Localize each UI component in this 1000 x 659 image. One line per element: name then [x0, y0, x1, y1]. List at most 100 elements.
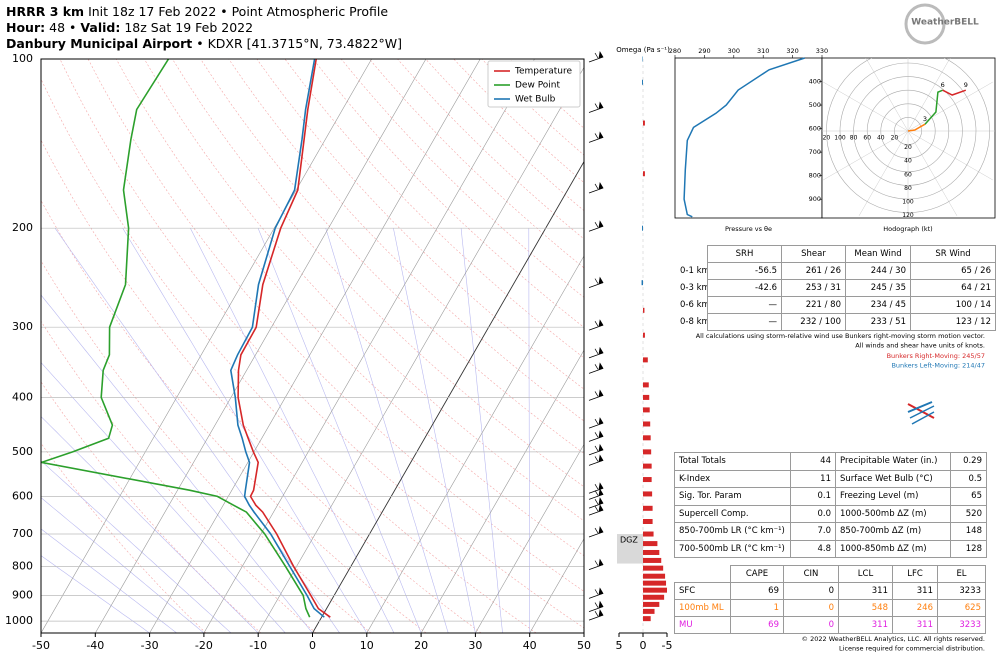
ring-label: 80 [850, 135, 858, 142]
moist-adiabat [190, 228, 395, 633]
table-cell: 246 [892, 599, 938, 617]
y-tick-label: 600 [12, 489, 33, 502]
table-cell: 123 / 12 [910, 313, 996, 331]
icon-line [909, 405, 935, 419]
wind-barb-flag [594, 558, 604, 567]
hodo-trace [942, 89, 967, 96]
table-cell: 11 [790, 469, 836, 488]
y-tick-label: 1000 [5, 614, 33, 627]
table-cell: 0.0 [790, 504, 836, 523]
wind-barb-flag [594, 131, 604, 139]
omega-bar [643, 307, 645, 313]
x-tick-label: -30 [141, 639, 159, 652]
isotherm [41, 59, 372, 633]
y-tick-label: 900 [12, 588, 33, 601]
table-cell: 0 [783, 582, 839, 600]
table-cell: 850-700mb LR (°C km⁻¹) [674, 522, 791, 541]
table-cell: 311 [838, 582, 893, 600]
dry-adiabat [41, 442, 207, 633]
table-cell: 245 / 35 [845, 279, 911, 297]
moist-adiabat [41, 362, 286, 633]
dry-adiabat [115, 59, 584, 557]
moist-adiabat [41, 294, 313, 633]
x-tick-label: 310 [757, 47, 769, 55]
inset-title: Pressure vs θe [725, 225, 772, 233]
wind-barb-flag [594, 346, 604, 355]
table-cell: 0-1 km [680, 265, 708, 276]
dry-adiabat [41, 381, 262, 633]
wind-barb-flag [594, 276, 604, 285]
note: Bunkers Left-Moving: 214/47 [891, 362, 985, 370]
note: © 2022 WeatherBELL Analytics, LLC. All r… [802, 635, 985, 643]
table-cell: 44 [790, 452, 836, 471]
isotherm [312, 160, 584, 633]
table-cell: 221 / 80 [781, 296, 846, 314]
hodo-trace [907, 123, 926, 132]
table-header: SRH [707, 245, 782, 263]
isotherm [366, 255, 584, 633]
table-cell: 4.8 [790, 539, 836, 558]
table-cell: 100mb ML [674, 599, 731, 617]
plot-frame [40, 58, 585, 634]
omega-bar [643, 541, 658, 547]
table-cell: 3233 [937, 582, 986, 600]
ring-label: 60 [863, 135, 871, 142]
dry-adiabat [41, 199, 427, 633]
icon-line [907, 401, 933, 413]
table-cell: Surface Wet Bulb (°C) [835, 469, 951, 488]
inset-frame [674, 57, 823, 219]
wind-barb-flag [594, 526, 604, 534]
y-tick-label: 800 [12, 560, 33, 573]
dry-adiabat [256, 59, 584, 390]
y-tick-label: 400 [809, 78, 821, 86]
note: License required for commercial distribu… [839, 645, 985, 653]
isotherm [420, 349, 584, 633]
table-cell: Sig. Tor. Param [674, 487, 791, 506]
logo: WeatherBELL [904, 3, 979, 45]
x-tick-label: 10 [360, 639, 374, 652]
y-tick-label: 300 [12, 320, 33, 333]
omega-bar [643, 171, 645, 177]
legend-label: Temperature [514, 67, 572, 77]
table-cell: 0.1 [790, 487, 836, 506]
omega-bar [643, 565, 664, 571]
x-tick-label: 300 [728, 47, 740, 55]
legend-label: Dew Point [515, 81, 561, 91]
x-tick-label: 20 [414, 639, 428, 652]
x-tick-label: 30 [468, 639, 482, 652]
table-cell: 65 [950, 487, 987, 506]
y-tick-label: 600 [809, 125, 821, 133]
omega-bar [643, 549, 660, 555]
skewt-plot [41, 59, 584, 633]
table-cell: MU [674, 616, 731, 634]
hodo-label: 3 [923, 115, 927, 123]
note: All winds and shear have units of knots. [855, 342, 985, 350]
moist-adiabat [257, 228, 422, 633]
table-cell: 1000-850mb ΔZ (m) [835, 539, 951, 558]
ring-label: 100 [902, 199, 914, 206]
table-cell: 1 [730, 599, 784, 617]
omega-bar [643, 332, 645, 338]
ring-label: 100 [834, 135, 846, 142]
table-cell: -56.5 [707, 262, 782, 280]
omega-bar [643, 608, 655, 614]
dry-adiabat [41, 139, 482, 633]
table-cell: -42.6 [707, 279, 782, 297]
table-header [676, 245, 708, 263]
wind-barb-flag [594, 600, 604, 609]
theta-e-line [683, 57, 805, 218]
table-cell: — [707, 313, 782, 331]
y-tick-label: 200 [12, 221, 33, 234]
wind-barb-flag [594, 504, 604, 512]
omega-bar [642, 225, 643, 231]
table-cell: 253 / 31 [781, 279, 846, 297]
table-header: LFC [892, 565, 938, 583]
hodo-ring [853, 76, 963, 186]
y-tick-label: 500 [809, 101, 821, 109]
table-cell: 520 [950, 504, 987, 523]
table-cell: 311 [892, 616, 938, 634]
wind-barb-flag [594, 181, 604, 190]
x-tick-label: 320 [786, 47, 798, 55]
ring-label: 60 [904, 171, 912, 178]
